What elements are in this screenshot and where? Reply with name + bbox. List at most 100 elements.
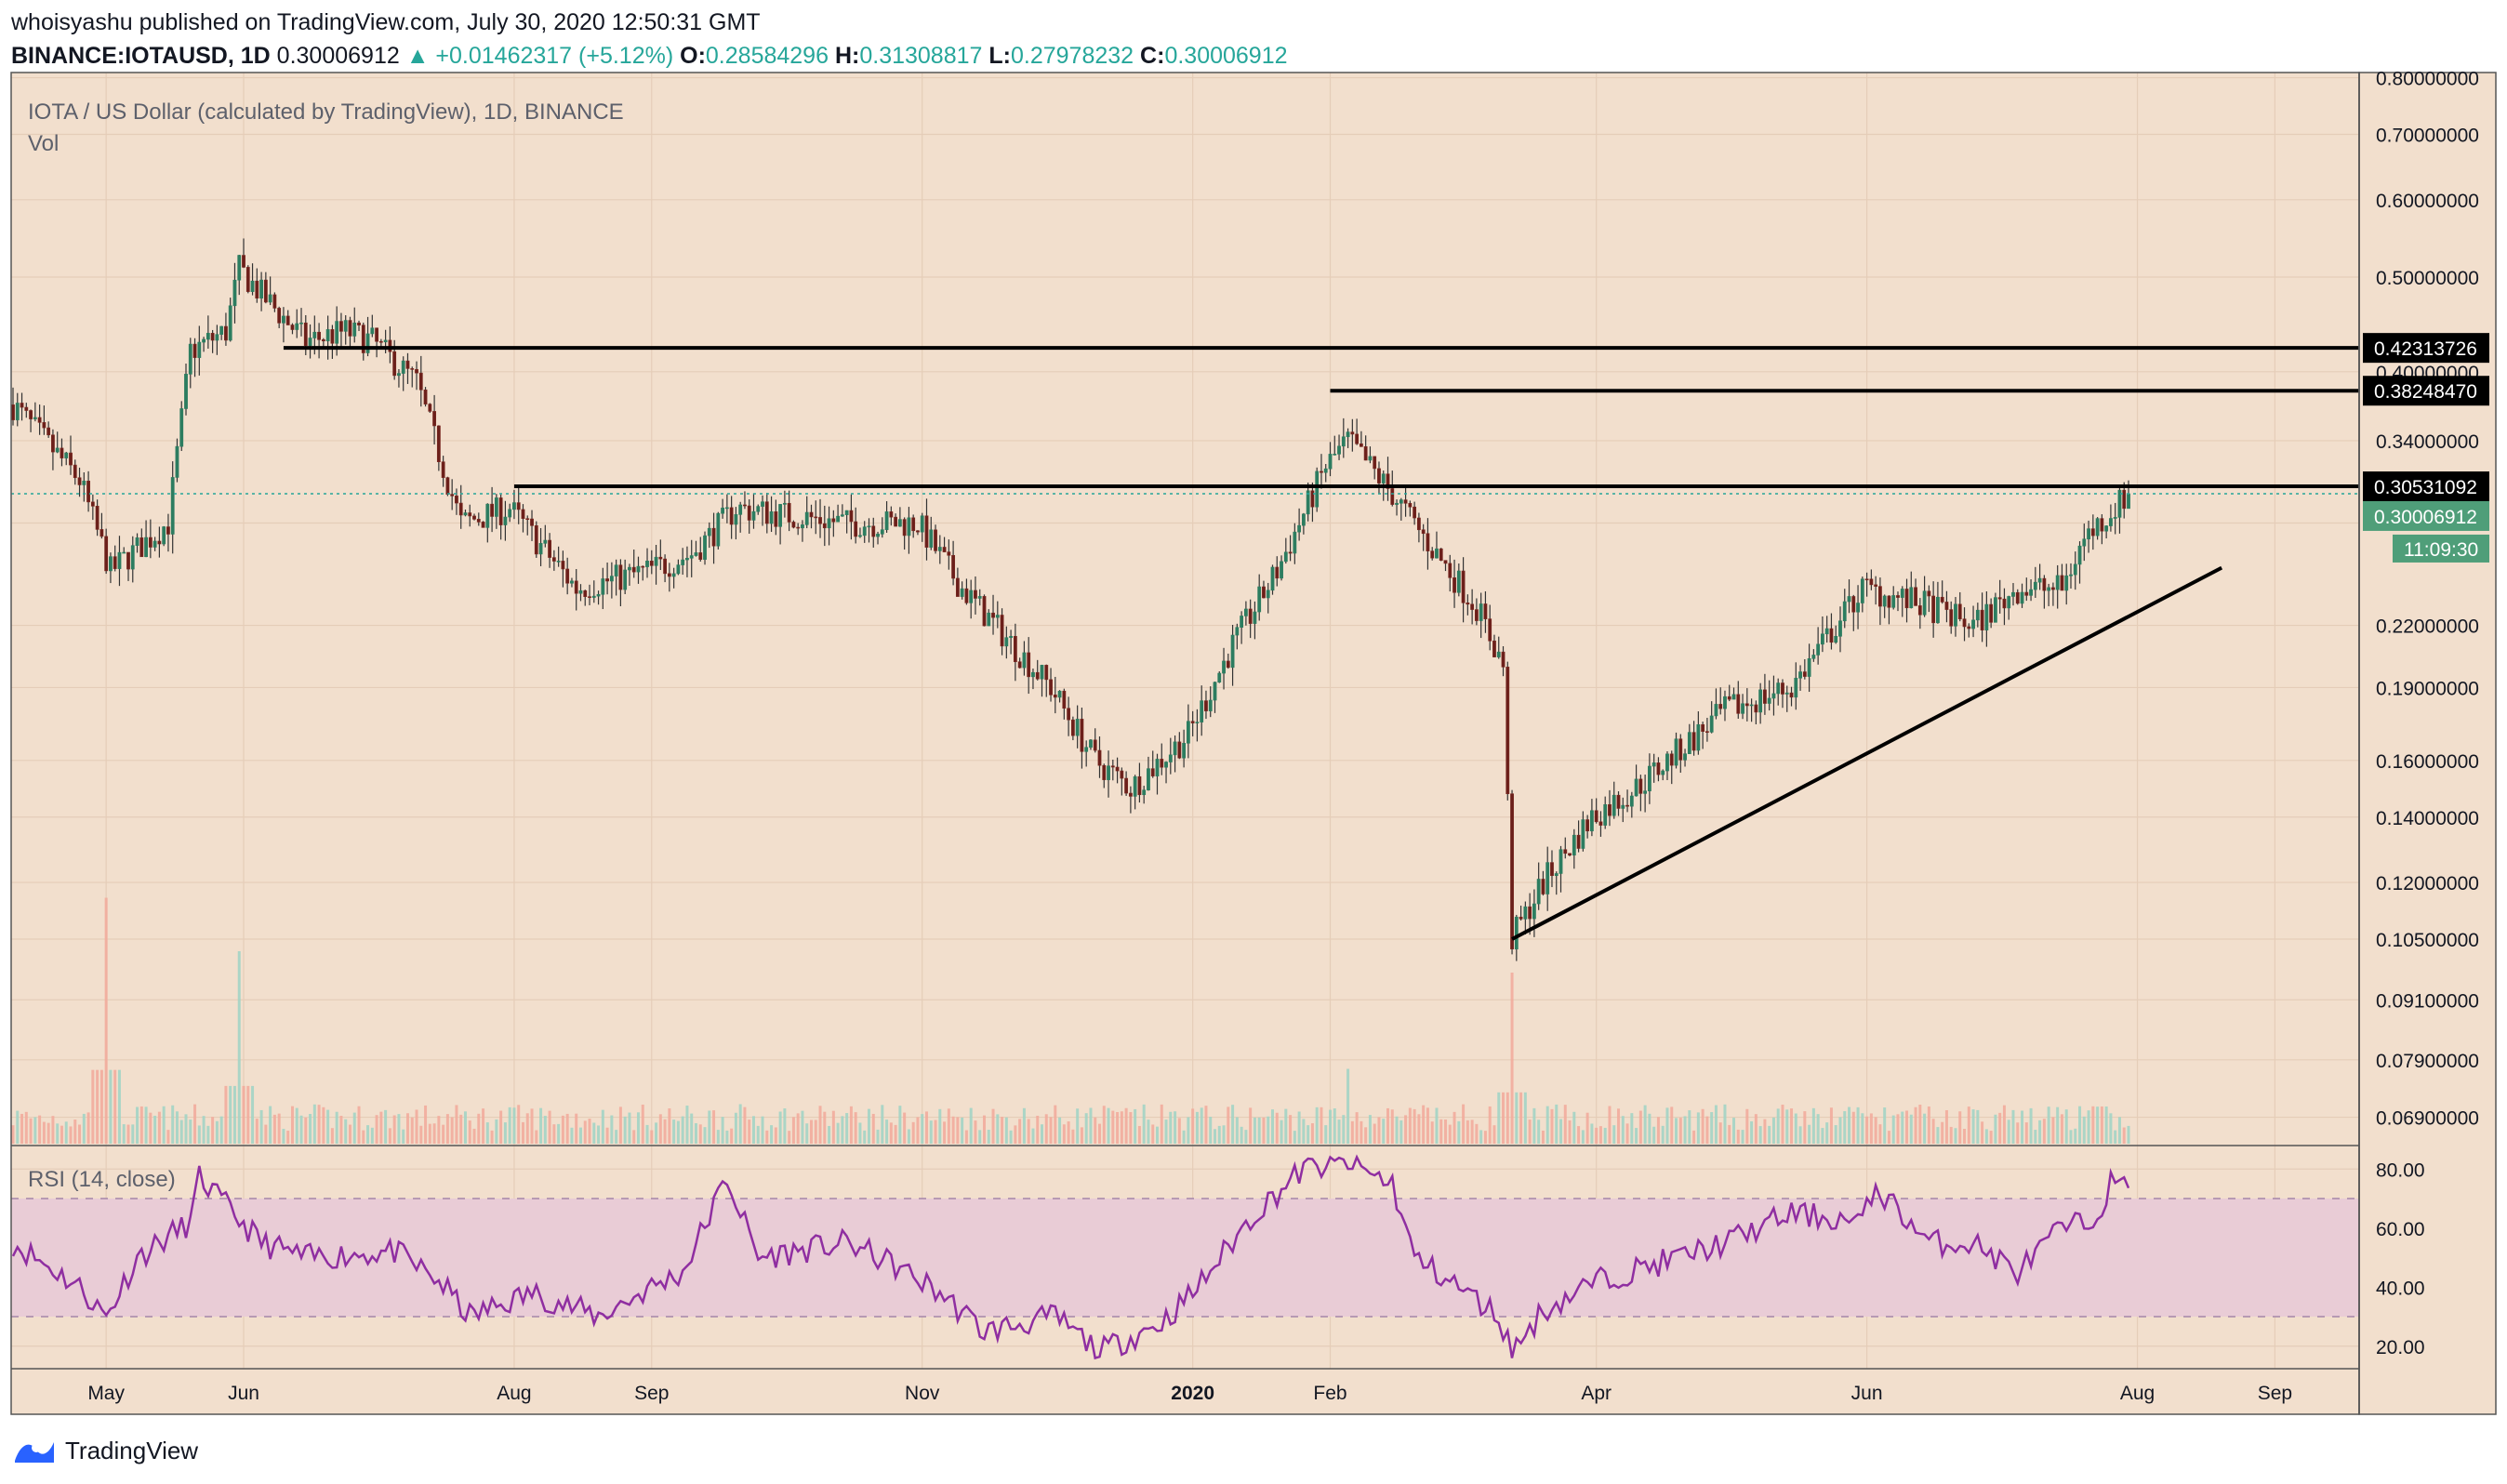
candle-body [1807,657,1811,677]
volume-bar [978,1130,982,1144]
ohlc-line: BINANCE:IOTAUSD, 1D 0.30006912 ▲ +0.0146… [11,39,1288,73]
candle-body [854,521,858,537]
candle-body [1661,770,1665,775]
volume-bar [916,1117,920,1144]
price-tags: 0.42313726 0.38248470 0.30531092 0.30006912… [2363,333,2489,563]
price-tick-label: 0.14000000 [2376,808,2479,829]
candle-body [934,529,937,551]
volume-bar [2114,1130,2117,1144]
volume-bar [641,1104,644,1144]
volume-bar [1444,1119,1448,1144]
volume-bar [1848,1106,1851,1144]
volume-bar [1049,1117,1053,1144]
volume-bar [876,1129,880,1144]
candle-body [1190,721,1195,723]
candle-body [2029,589,2033,596]
candle-body [1802,671,1807,677]
candle-body [303,322,308,346]
candle-body [663,558,667,575]
volume-bar [1768,1125,1771,1144]
volume-bar [690,1113,694,1144]
volume-bar [1745,1108,1749,1144]
candle-body [570,580,574,584]
volume-bar [615,1130,618,1144]
candle-body [1395,502,1399,505]
volume-bar [1621,1116,1625,1144]
volume-bar [1559,1119,1563,1144]
candle-body [498,497,503,525]
candle-body [1984,603,1989,630]
time-tick-label: Jun [228,1383,259,1404]
candle-body [463,512,468,516]
candle-body [534,525,538,555]
candle-body [64,452,69,458]
volume-bar [1174,1111,1177,1144]
candle-body [889,511,894,518]
volume-bar [1808,1124,1811,1144]
candle-body [937,547,942,551]
volume-bar [1036,1115,1040,1144]
volume-bar [322,1106,325,1144]
volume-bar [743,1106,747,1144]
volume-bar [2100,1106,2103,1144]
candle-body [1377,468,1381,484]
candle-body [339,321,343,332]
candle-body [1416,517,1421,531]
volume-bar [1630,1113,1634,1144]
volume-bar [405,1113,409,1144]
candle-body [858,535,862,537]
candle-body [1248,608,1253,624]
volume-bar [109,1069,113,1144]
volume-bar [1590,1123,1594,1144]
horizontal-levels[interactable] [283,346,2359,489]
candle-body [734,514,738,525]
volume-bar [863,1130,867,1144]
volume-bar [1089,1107,1093,1144]
volume-bar [1067,1121,1070,1144]
tradingview-brand: TradingView [65,1436,199,1464]
volume-bar [428,1123,431,1144]
candle-body [1967,626,1971,629]
candle-body [1651,762,1656,767]
volume-bar [485,1122,489,1144]
candle-body [1323,468,1328,473]
volume-bar [2056,1106,2060,1144]
volume-bar [2109,1113,2113,1144]
candle-body [415,368,418,374]
volume-bar [1177,1118,1181,1144]
candle-body [1217,672,1222,682]
candle-body [897,519,902,527]
volume-bar [1829,1107,1833,1144]
volume-bar [1080,1127,1083,1144]
candle-body [1488,618,1492,642]
candle-body [942,547,947,552]
candle-body [884,511,889,531]
candle-body [822,523,827,529]
volume-bar [1062,1124,1066,1144]
price-tick-label: 0.80000000 [2376,69,2479,90]
volume-bar [1346,1068,1350,1144]
volume-bar [1754,1114,1758,1144]
candle-body [2064,575,2069,591]
candle-body [876,534,880,537]
time-tick-label: Sep [2258,1383,2292,1404]
candle-body [184,374,188,409]
candle-body [15,403,20,420]
volume-bar [823,1111,827,1144]
volume-bar [557,1123,561,1144]
candle-body [974,590,977,599]
candle-body [1390,488,1395,505]
candle-body [641,565,645,568]
candle-body [1798,671,1802,679]
candle-body [95,506,99,530]
volume-bar [1608,1106,1612,1144]
ascending-trendline[interactable] [1511,565,2223,941]
volume-bar [450,1117,454,1144]
candle-body [1040,665,1044,680]
candle-body [20,403,24,408]
volume-bar [189,1120,192,1144]
volume-bar [2091,1106,2095,1144]
volume-bar [1249,1107,1253,1144]
volume-bar [996,1114,1000,1144]
